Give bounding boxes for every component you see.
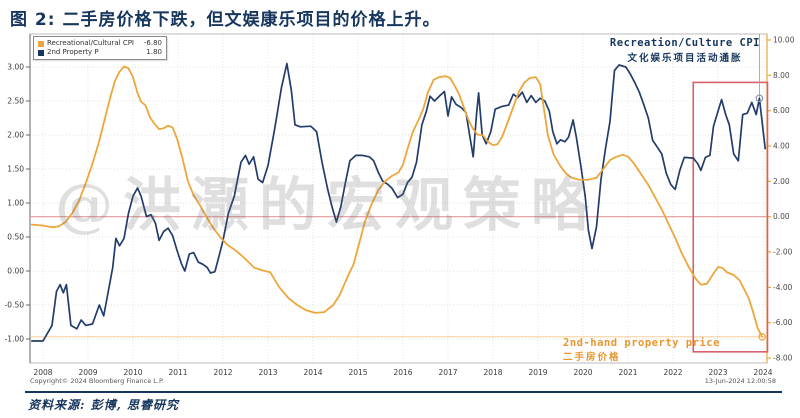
- watermark: @洪灝的宏观策略: [55, 171, 600, 239]
- source-text: 资料来源: 彭博, 思睿研究: [28, 398, 179, 412]
- x-axis-label: 2011: [168, 368, 187, 377]
- right-axis-label: -4.00: [773, 283, 793, 292]
- annotation-recreation-cpi-zh: 文化娱乐项目活动通胀: [627, 53, 743, 64]
- left-axis-label: 0.00: [7, 267, 24, 276]
- left-axis-label: 2.50: [7, 97, 24, 106]
- x-axis-label: 2023: [708, 368, 727, 377]
- left-axis-label: -1.00: [5, 335, 25, 344]
- right-axis-label: 10.00: [773, 36, 795, 45]
- x-axis-label: 2024: [753, 368, 772, 377]
- x-axis-label: 2022: [663, 368, 682, 377]
- legend-value: -6.80: [143, 39, 162, 47]
- right-axis-label: 8.00: [773, 71, 790, 80]
- right-axis-label: -6.00: [773, 318, 793, 327]
- legend-value: 1.80: [146, 48, 162, 56]
- x-axis-label: 2021: [618, 368, 637, 377]
- left-axis-label: 1.50: [7, 165, 24, 174]
- timestamp-text: 13-Jun-2024 12:00:58: [704, 377, 776, 385]
- x-axis-label: 2019: [528, 368, 547, 377]
- series-line-left: [30, 62, 767, 342]
- right-axis-label: 6.00: [773, 106, 790, 115]
- x-axis-label: 2020: [573, 368, 592, 377]
- page-title: 图 2: 二手房价格下跌，但文娱康乐项目的价格上升。: [10, 10, 441, 30]
- x-axis-label: 2010: [123, 368, 142, 377]
- left-axis-label: 2.00: [7, 131, 24, 140]
- annotation-property-price-en: 2nd-hand property price: [563, 337, 720, 349]
- left-axis-label: -0.50: [5, 301, 25, 310]
- left-axis-label: 3.00: [7, 63, 24, 72]
- right-axis-label: 0.00: [773, 212, 790, 221]
- legend-item-property: 2nd Property P 1.80: [38, 48, 162, 57]
- x-axis-label: 2016: [393, 368, 412, 377]
- x-axis-label: 2008: [33, 368, 52, 377]
- copyright-text: Copyright© 2024 Bloomberg Finance L.P.: [30, 377, 164, 385]
- right-axis-label: 4.00: [773, 142, 790, 151]
- x-axis-label: 2013: [258, 368, 277, 377]
- legend-label: 2nd Property P: [47, 48, 99, 56]
- legend-swatch-property-icon: [38, 49, 44, 56]
- footer-divider: [25, 391, 782, 393]
- annotation-property-price: 2nd-hand property price 二手房价格: [563, 337, 720, 363]
- left-axis-label: 1.00: [7, 199, 24, 208]
- right-axis-label: 2.00: [773, 177, 790, 186]
- annotation-recreation-cpi: Recreation/Culture CPI 文化娱乐项目活动通胀: [610, 37, 760, 64]
- x-axis-label: 2009: [78, 368, 97, 377]
- legend-swatch-cpi-icon: [38, 40, 44, 47]
- x-axis-label: 2017: [438, 368, 457, 377]
- left-axis-label: 0.50: [7, 233, 24, 242]
- annotation-recreation-cpi-en: Recreation/Culture CPI: [609, 37, 760, 49]
- annotation-property-price-zh: 二手房价格: [563, 352, 621, 363]
- x-axis-label: 2014: [303, 368, 322, 377]
- series-endpoint-marker: [755, 94, 764, 103]
- x-axis-label: 2015: [348, 368, 367, 377]
- right-axis-label: -2.00: [773, 248, 793, 257]
- chart-legend: Recreational/Cultural CPI -6.80 2nd Prop…: [33, 36, 167, 60]
- legend-item-cpi: Recreational/Cultural CPI -6.80: [38, 39, 162, 48]
- legend-label: Recreational/Cultural CPI: [47, 39, 134, 47]
- x-axis-label: 2018: [483, 368, 502, 377]
- series-endpoint-marker: [758, 332, 766, 341]
- series-line-right: [30, 65, 763, 338]
- right-axis-label: -8.00: [773, 354, 793, 363]
- x-axis-label: 2012: [213, 368, 232, 377]
- highlight-box: [692, 81, 769, 353]
